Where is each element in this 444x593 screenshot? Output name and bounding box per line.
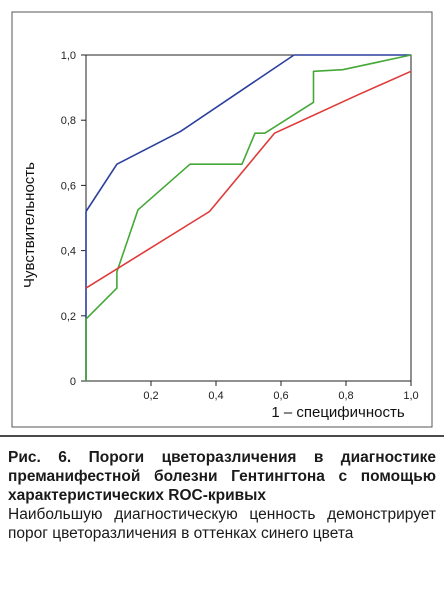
roc-curve-3 <box>85 70 412 289</box>
y-tick-label: 0,4 <box>61 246 76 258</box>
x-tick-label: 0,8 <box>338 390 353 402</box>
roc-curve-1 <box>85 54 411 381</box>
axis-layer <box>11 11 433 428</box>
y-tick-label: 0 <box>70 376 76 388</box>
x-tick-label: 0,6 <box>273 390 288 402</box>
label-layer: 0 0,2 0,4 0,6 0,8 1,0 0,2 0,4 0,6 0,8 1,0 1 – специ… <box>21 50 419 421</box>
y-tick-label: 0,8 <box>61 115 76 127</box>
roc-chart: 0 0,2 0,4 0,6 0,8 1,0 0,2 0,4 0,6 0,8 1,0 1 – специ… <box>11 11 433 428</box>
x-tick-label: 0,2 <box>143 390 158 402</box>
series-layer <box>85 54 412 381</box>
caption-title: Рис. 6. Пороги цветоразличения в диагнос… <box>8 449 436 504</box>
plot-area <box>85 54 412 382</box>
figure-caption: Рис. 6. Пороги цветоразличения в диагнос… <box>8 448 436 543</box>
y-axis-label: Чувствительность <box>21 162 38 288</box>
y-tick-label: 0,2 <box>61 311 76 323</box>
caption-description: Наибольшую диагностическую ценность демо… <box>8 506 436 542</box>
x-tick-label: 0,4 <box>208 390 223 402</box>
y-tick-label: 0,6 <box>61 180 76 192</box>
x-tick-label: 1,0 <box>403 390 418 402</box>
roc-curve-2 <box>85 54 412 381</box>
caption-divider <box>0 435 444 437</box>
x-axis-label: 1 – специфичность <box>271 404 404 421</box>
y-tick-label: 1,0 <box>61 50 76 62</box>
figure-frame <box>11 11 433 428</box>
